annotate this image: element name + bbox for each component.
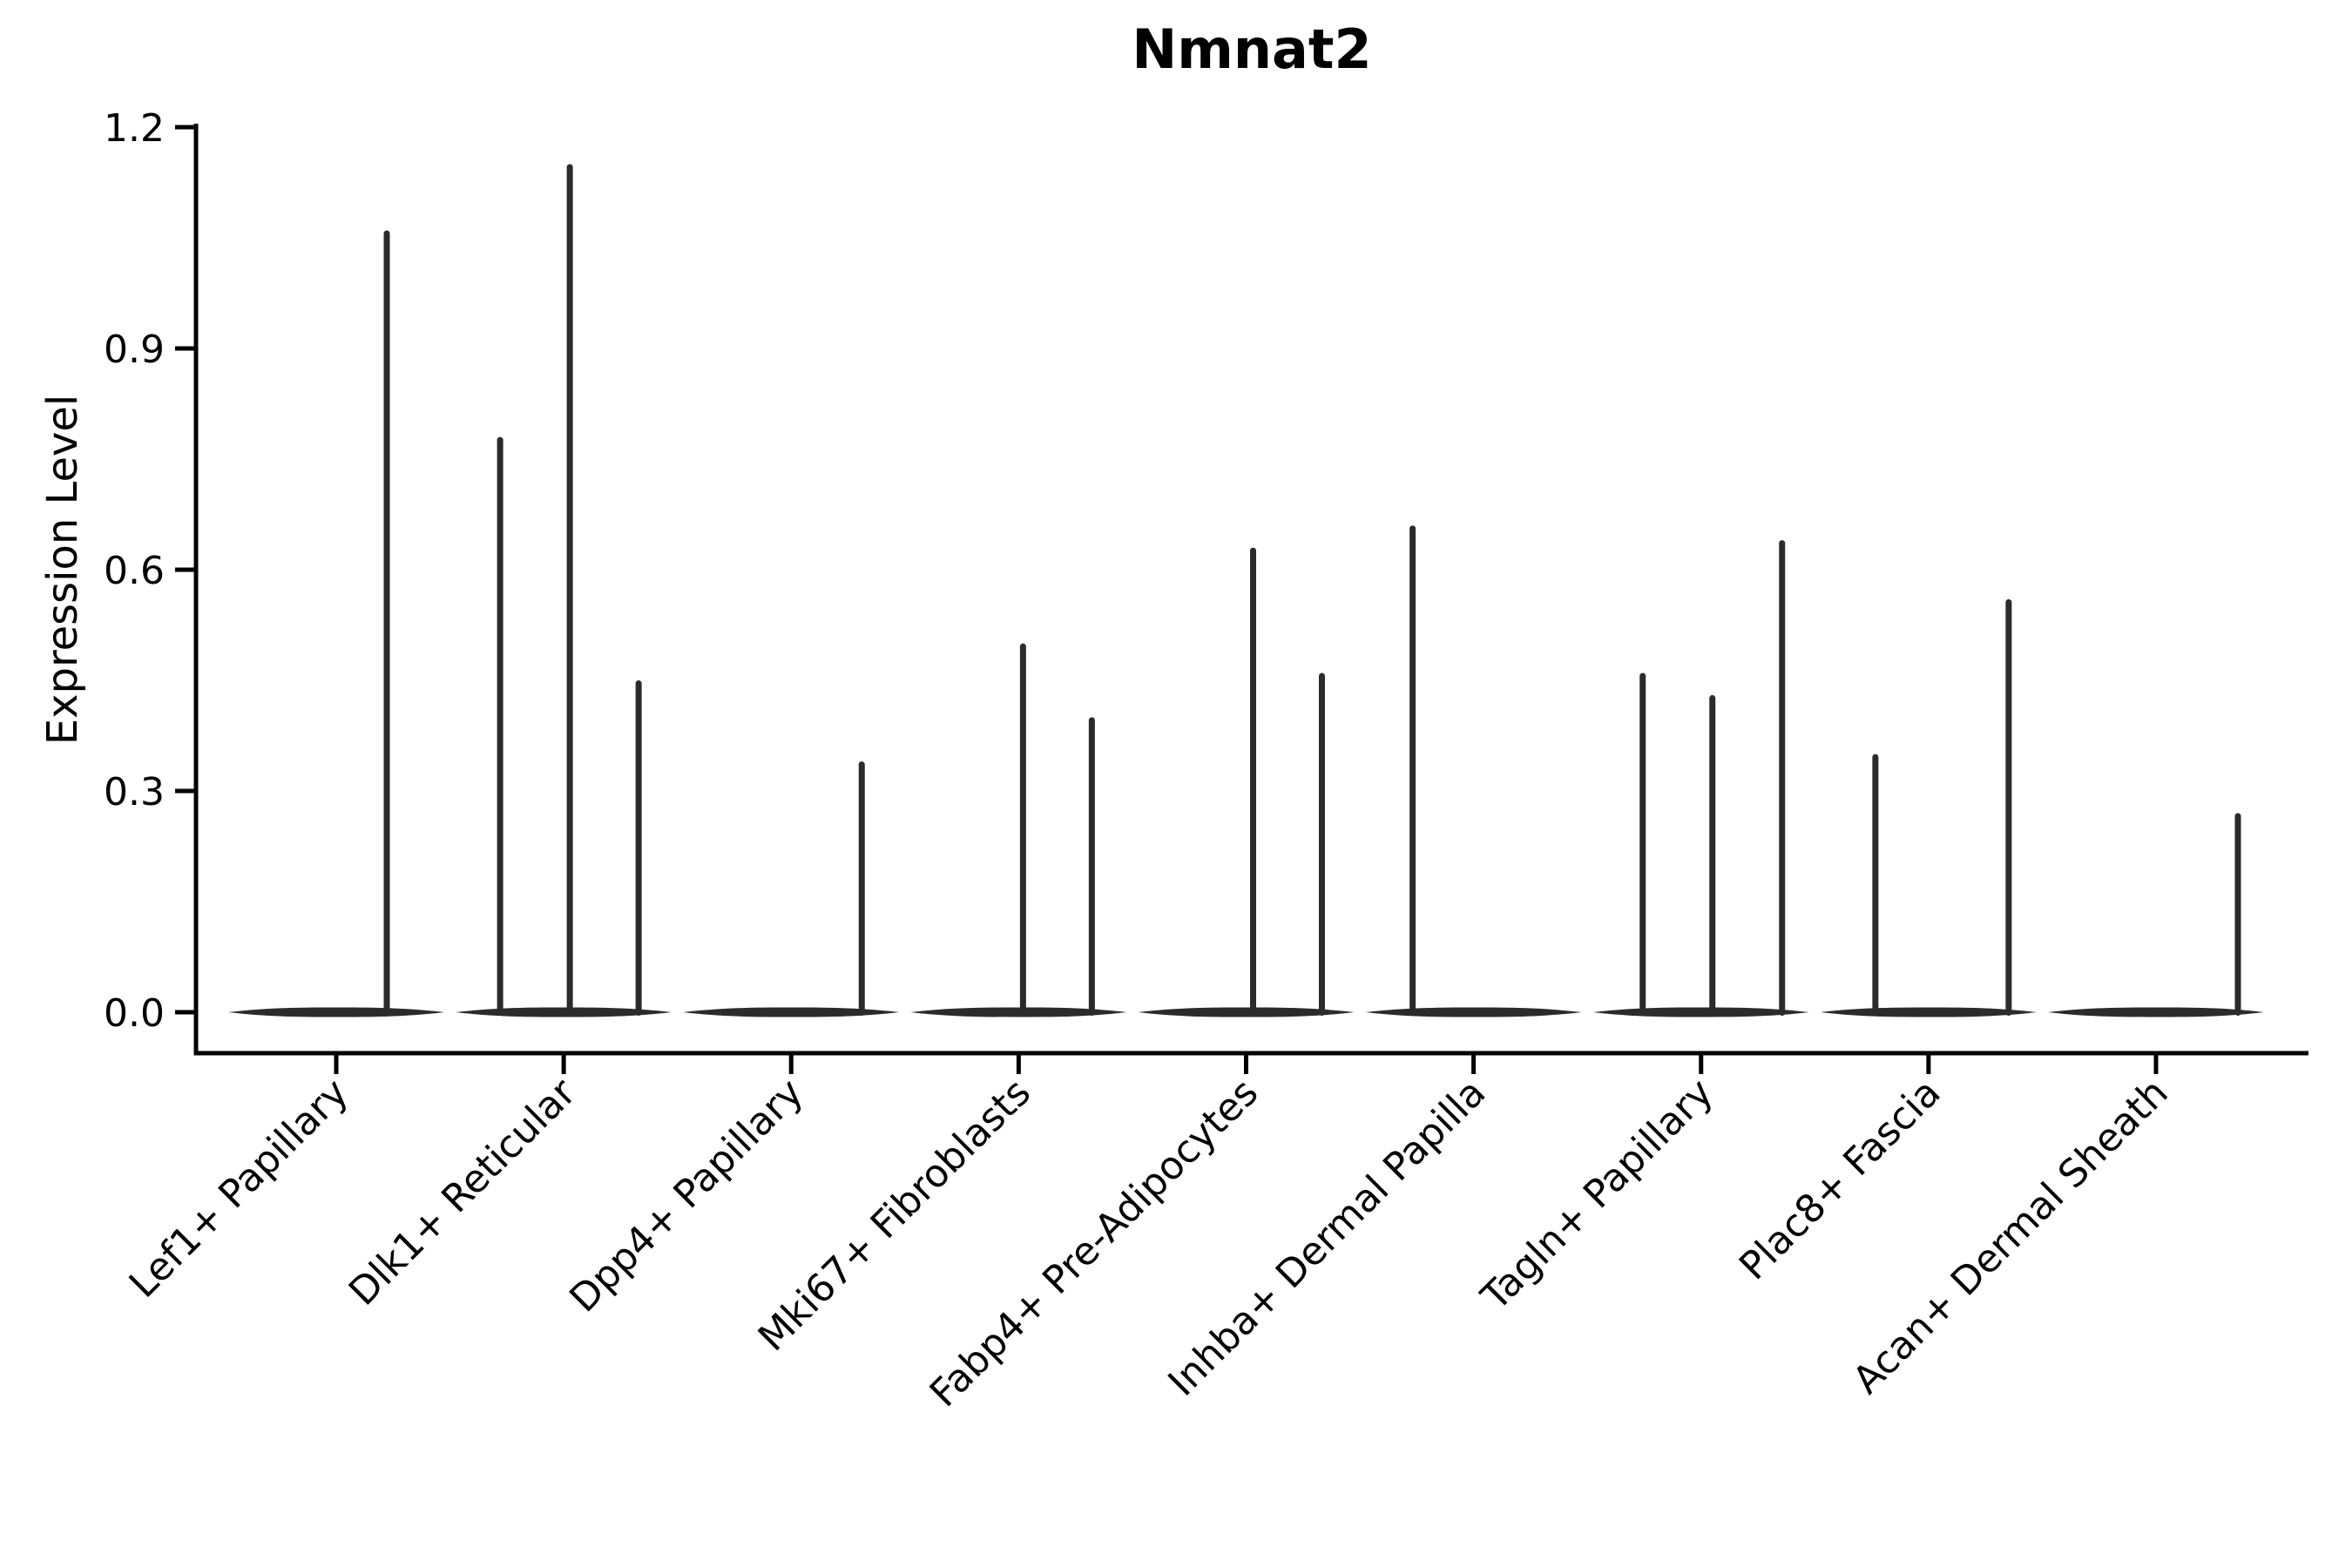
violin-body [1365, 1007, 1582, 1017]
x-tick-label: Dpp4+ Papillary [561, 1071, 812, 1321]
y-tick-label: 0.0 [104, 991, 165, 1036]
violin-body [1138, 1007, 1355, 1017]
expression-spike [1872, 754, 1879, 1016]
expression-spike [566, 164, 573, 1017]
violin-body [2048, 1007, 2264, 1017]
violin-body [456, 1007, 672, 1017]
y-tick-label: 0.9 [104, 328, 165, 372]
expression-spike [635, 680, 642, 1016]
y-tick-label: 0.3 [104, 770, 165, 814]
expression-spike [1019, 643, 1026, 1016]
expression-spike [1319, 672, 1325, 1016]
expression-spike [1709, 694, 1716, 1016]
axes [175, 124, 2308, 1074]
violins [228, 164, 2264, 1017]
y-axis-label: Expression Level [38, 395, 87, 746]
expression-spike [383, 230, 390, 1016]
x-tick-label: Dlk1+ Reticular [341, 1070, 585, 1315]
expression-spike [497, 436, 504, 1017]
chart-title: Nmnat2 [1132, 17, 1371, 81]
violin-body [910, 1007, 1127, 1017]
violin-body [228, 1007, 444, 1017]
y-tick-label: 0.6 [104, 549, 165, 593]
expression-spike [1088, 717, 1095, 1016]
violin-body [683, 1007, 900, 1017]
expression-spike [1639, 672, 1646, 1016]
x-tick-label: Tagln+ Papillary [1472, 1071, 1721, 1320]
violin-body [1592, 1007, 1809, 1017]
expression-spike [1409, 525, 1416, 1016]
x-tick-label: Lef1+ Papillary [121, 1071, 357, 1307]
expression-spike [2234, 813, 2241, 1016]
violin-body [1820, 1007, 2037, 1017]
expression-spike [2005, 598, 2012, 1016]
y-tick-label: 1.2 [104, 106, 165, 151]
expression-spike [1250, 547, 1256, 1016]
expression-spike [1779, 540, 1786, 1016]
x-tick-label: Plac8+ Fascia [1731, 1071, 1950, 1289]
expression-spike [858, 761, 865, 1016]
